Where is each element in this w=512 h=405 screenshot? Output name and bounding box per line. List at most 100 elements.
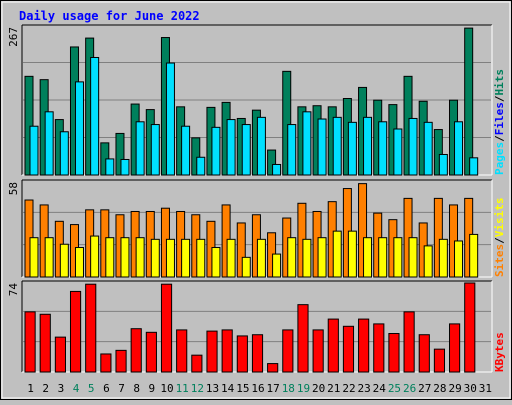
- bar-sites-day-15: [241, 256, 251, 278]
- x-tick-label-day-9: 9: [149, 382, 156, 395]
- inner-bevel-light: [1, 1, 511, 399]
- bar-kbytes-day-14: [221, 329, 233, 373]
- bar-kbytes-day-4: [69, 290, 82, 373]
- panel-legend: Pages/Files/Hits: [493, 69, 506, 175]
- bar-sites-day-23: [363, 237, 373, 278]
- bar-visits-day-28: [433, 197, 443, 278]
- bar-sites-day-24: [378, 237, 388, 278]
- bar-files-day-4: [74, 81, 84, 176]
- x-tick-label-day-19: 19: [297, 382, 310, 395]
- bar-sites-day-5: [90, 235, 100, 278]
- x-tick-label-day-10: 10: [160, 382, 173, 395]
- chart-title: Daily usage for June 2022: [19, 9, 200, 23]
- legend-item: KBytes: [493, 332, 506, 372]
- bar-kbytes-day-1: [24, 311, 36, 373]
- panel-legend: KBytes: [493, 332, 506, 372]
- bar-sites-day-1: [29, 237, 39, 278]
- bar-hits-day-12: [191, 137, 201, 176]
- x-tick-label-day-21: 21: [327, 382, 340, 395]
- panel-visits_sites: 58 Sites/Visits: [7, 179, 506, 278]
- x-tick-label-day-14: 14: [221, 382, 235, 395]
- bar-files-day-6: [105, 158, 115, 176]
- bar-kbytes-day-8: [130, 328, 142, 373]
- bar-files-day-22: [347, 121, 357, 176]
- bar-hits-day-1: [24, 75, 34, 176]
- bar-kbytes-day-26: [403, 311, 415, 373]
- bar-sites-day-16: [256, 238, 266, 278]
- bar-sites-day-22: [347, 230, 357, 278]
- panel-kbytes: 74 KBytes: [7, 280, 506, 373]
- bar-files-day-16: [256, 116, 266, 176]
- bar-kbytes-day-22: [342, 325, 355, 373]
- bar-files-day-8: [135, 121, 145, 176]
- bar-kbytes-day-20: [312, 329, 324, 373]
- bar-sites-day-18: [287, 237, 297, 278]
- bar-kbytes-day-28: [433, 348, 446, 373]
- legend-item: Hits: [493, 69, 506, 96]
- bar-files-day-25: [393, 128, 403, 176]
- legend-item: /: [493, 135, 506, 142]
- bar-files-day-12: [196, 156, 206, 176]
- bar-files-day-13: [211, 126, 221, 176]
- bar-files-day-29: [454, 121, 464, 176]
- bar-sites-day-9: [150, 238, 160, 278]
- bar-kbytes-day-25: [388, 333, 400, 373]
- bar-files-day-18: [287, 124, 297, 176]
- x-tick-label-day-17: 17: [267, 382, 280, 395]
- bar-kbytes-day-6: [100, 353, 112, 373]
- x-tick-label-day-5: 5: [88, 382, 95, 395]
- bar-kbytes-day-15: [236, 335, 248, 373]
- bar-kbytes-day-27: [418, 334, 430, 373]
- legend-item: Pages: [493, 142, 506, 175]
- panel-legend: Sites/Visits: [493, 198, 506, 278]
- x-tick-label-day-6: 6: [103, 382, 110, 395]
- x-tick-label-day-29: 29: [448, 382, 461, 395]
- bar-visits-day-15: [236, 222, 246, 278]
- bar-kbytes-day-2: [39, 313, 51, 373]
- bar-files-day-28: [438, 153, 448, 176]
- x-tick-label-day-13: 13: [206, 382, 219, 395]
- x-tick-label-day-12: 12: [191, 382, 204, 395]
- bar-sites-day-30: [469, 233, 479, 278]
- x-tick-label-day-8: 8: [133, 382, 140, 395]
- bar-kbytes-day-13: [206, 330, 218, 373]
- bar-kbytes-day-5: [85, 283, 97, 373]
- bar-hits-day-30: [464, 27, 474, 176]
- panel-max-label: 74: [7, 283, 20, 297]
- bar-sites-day-26: [408, 237, 418, 278]
- bar-sites-day-27: [423, 245, 433, 278]
- bar-sites-day-10: [165, 238, 175, 278]
- x-tick-label-day-4: 4: [73, 382, 80, 395]
- bar-files-day-11: [181, 125, 191, 176]
- bar-sites-day-14: [226, 238, 236, 278]
- bar-files-day-9: [150, 124, 160, 176]
- x-tick-label-day-7: 7: [118, 382, 125, 395]
- panel-max-label: 267: [7, 27, 20, 47]
- x-tick-label-day-22: 22: [342, 382, 355, 395]
- bar-kbytes-day-30: [464, 282, 476, 373]
- x-tick-label-day-18: 18: [282, 382, 295, 395]
- bar-files-day-14: [226, 119, 236, 176]
- bar-files-day-7: [120, 158, 130, 176]
- x-tick-label-day-31: 31: [479, 382, 492, 395]
- x-tick-label-day-16: 16: [251, 382, 264, 395]
- legend-item: Sites: [493, 244, 506, 277]
- bar-files-day-3: [59, 131, 69, 176]
- x-tick-label-day-26: 26: [403, 382, 416, 395]
- bar-files-day-1: [29, 125, 39, 176]
- bar-sites-day-7: [120, 237, 130, 278]
- bar-sites-day-21: [332, 230, 342, 278]
- bar-sites-day-28: [438, 238, 448, 278]
- x-tick-label-day-20: 20: [312, 382, 325, 395]
- legend-item: Visits: [493, 198, 506, 238]
- panel-max-label: 58: [7, 182, 20, 195]
- x-tick-label-day-15: 15: [236, 382, 249, 395]
- bar-files-day-30: [469, 157, 479, 176]
- bar-kbytes-day-17: [267, 363, 279, 373]
- bar-kbytes-day-16: [251, 334, 264, 373]
- bar-hits-day-18: [282, 70, 292, 176]
- x-tick-label-day-25: 25: [388, 382, 401, 395]
- x-tick-label-day-27: 27: [418, 382, 431, 395]
- bar-hits-day-28: [433, 129, 443, 176]
